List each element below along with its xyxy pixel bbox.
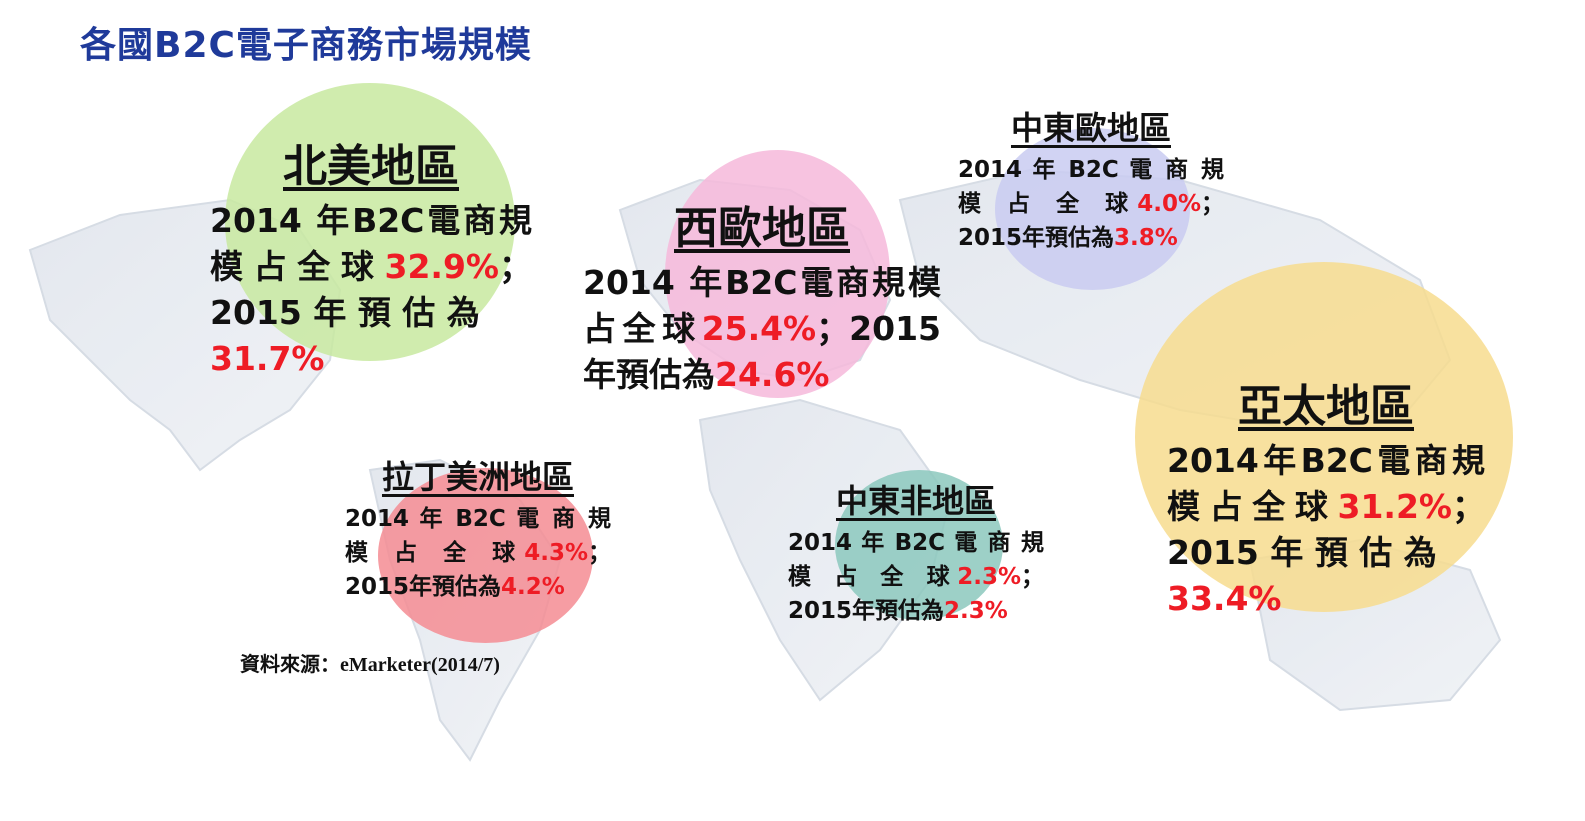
share-2014-value: 4.3% (524, 540, 588, 566)
region-latin-america: 拉丁美洲地區 2014 年 B2C 電 商 規 模 占 全 球4.3%；2015… (345, 452, 611, 604)
forecast-text: ；2015年預估為 (345, 540, 611, 600)
region-central-eastern-europe: 中東歐地區 2014 年 B2C 電 商 規 模 占 全 球4.0%；2015年… (958, 103, 1224, 255)
asia-pacific-bubble (1135, 262, 1513, 612)
share-text: 2014 年B2C電商規模占全球 (583, 263, 941, 348)
share-2014-value: 4.0% (1137, 191, 1201, 217)
western-europe-bubble (665, 150, 890, 398)
region-asia-pacific: 亞太地區 2014年B2C電商規模占全球31.2%；2015 年 預 估 為 33… (1167, 370, 1485, 622)
forecast-text: ；2015 年預估為 (583, 309, 941, 394)
share-2014-value: 2.3% (957, 564, 1021, 590)
north-america-bubble (225, 83, 515, 361)
forecast-2015-value: 31.7% (210, 339, 325, 378)
region-description: 2014 年 B2C 電 商 規 模 占 全 球4.3%；2015年預估為4.2… (345, 502, 611, 604)
forecast-2015-value: 33.4% (1167, 579, 1282, 618)
data-source-note: 資料來源：eMarketer(2014/7) (240, 654, 500, 676)
share-text: 2014 年 B2C 電 商 規 模 占 全 球 (345, 506, 611, 566)
region-description: 2014 年B2C電商規模占全球25.4%；2015 年預估為24.6% (583, 260, 941, 398)
forecast-text: ；2015年預估為 (958, 191, 1224, 251)
region-name: 亞太地區 (1238, 381, 1414, 432)
region-description: 2014年B2C電商規模占全球31.2%；2015 年 預 估 為 33.4% (1167, 438, 1485, 622)
forecast-2015-value: 24.6% (715, 355, 830, 394)
region-description: 2014 年 B2C 電 商 規 模 占 全 球4.0%；2015年預估為3.8… (958, 153, 1224, 255)
forecast-text: ；2015 年 預 估 為 (1167, 487, 1485, 572)
central-eastern-europe-bubble (995, 128, 1190, 290)
middle-east-africa-bubble (835, 470, 1003, 620)
forecast-2015-value: 2.3% (944, 598, 1008, 624)
share-2014-value: 31.2% (1337, 487, 1453, 526)
region-name: 中東非地區 (835, 482, 996, 520)
latin-america-bubble (378, 468, 593, 643)
share-text: 2014 年 B2C 電 商 規 模 占 全 球 (788, 530, 1044, 590)
share-text: 2014 年 B2C 電 商 規 模 占 全 球 (958, 157, 1224, 217)
region-western-europe: 西歐地區 2014 年B2C電商規模占全球25.4%；2015 年預估為24.6… (583, 192, 941, 398)
region-name: 中東歐地區 (1010, 109, 1171, 147)
share-text: 2014 年B2C電商規模占全球 (210, 201, 532, 286)
share-2014-value: 32.9% (384, 247, 500, 286)
share-2014-value: 25.4% (701, 309, 817, 348)
forecast-text: ；2015 年 預 估 為 (210, 247, 532, 332)
region-name: 西歐地區 (674, 203, 850, 254)
region-name: 北美地區 (283, 141, 459, 192)
share-text: 2014年B2C電商規模占全球 (1167, 441, 1485, 526)
page-title: 各國B2C電子商務市場規模 (80, 25, 532, 66)
forecast-2015-value: 4.2% (501, 574, 565, 600)
region-middle-east-africa: 中東非地區 2014 年 B2C 電 商 規 模 占 全 球2.3%；2015年… (788, 476, 1044, 628)
region-north-america: 北美地區 2014 年B2C電商規模占全球32.9%；2015 年 預 估 為 3… (210, 130, 532, 382)
region-description: 2014 年B2C電商規模占全球32.9%；2015 年 預 估 為 31.7% (210, 198, 532, 382)
forecast-text: ；2015年預估為 (788, 564, 1044, 624)
region-description: 2014 年 B2C 電 商 規 模 占 全 球2.3%；2015年預估為2.3… (788, 526, 1044, 628)
forecast-2015-value: 3.8% (1114, 225, 1178, 251)
region-name: 拉丁美洲地區 (381, 458, 574, 496)
